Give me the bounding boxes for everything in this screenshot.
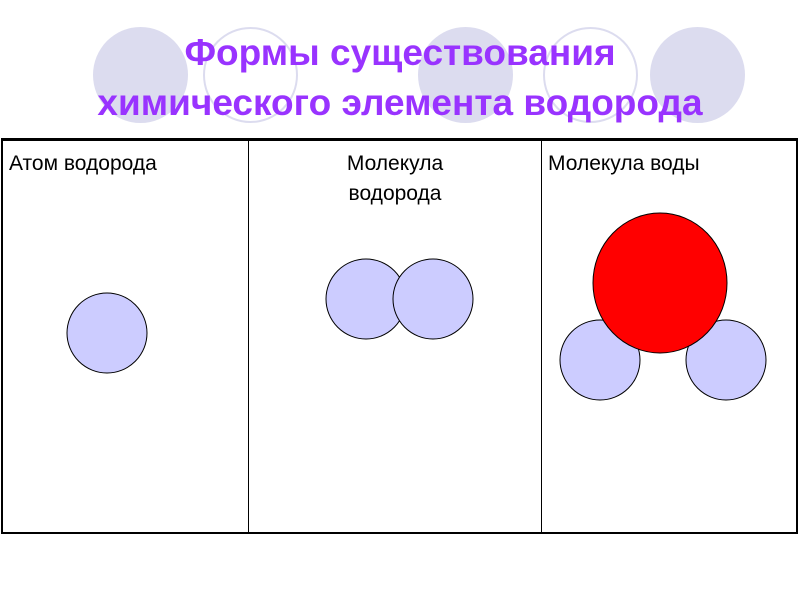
decor-ring <box>543 27 638 123</box>
column-header: Молекула водорода <box>249 141 541 209</box>
cell-hydrogen-molecule: Молекула водорода <box>249 141 542 532</box>
hydrogen-atom <box>685 319 767 401</box>
hydrogen-atom <box>392 258 474 340</box>
cell-water-molecule: Молекула воды <box>542 141 796 532</box>
decor-circle <box>418 27 513 123</box>
forms-table: Атом водорода Молекула водорода Молекула… <box>1 138 798 534</box>
cell-hydrogen-atom: Атом водорода <box>3 141 249 532</box>
header-line: водорода <box>348 182 442 205</box>
title-line-2: химического элемента водорода <box>97 82 703 123</box>
column-header: Атом водорода <box>9 152 157 175</box>
hydrogen-atom <box>559 319 641 401</box>
slide-title: Формы существования химического элемента… <box>0 28 800 128</box>
title-line-1: Формы существования <box>184 32 616 73</box>
oxygen-atom <box>592 212 728 354</box>
decor-ring <box>203 27 298 123</box>
decor-circle <box>650 27 745 123</box>
header-line: Молекула <box>346 152 444 175</box>
column-header: Молекула воды <box>548 152 700 175</box>
hydrogen-atom <box>66 292 148 374</box>
decor-circle <box>93 27 188 123</box>
